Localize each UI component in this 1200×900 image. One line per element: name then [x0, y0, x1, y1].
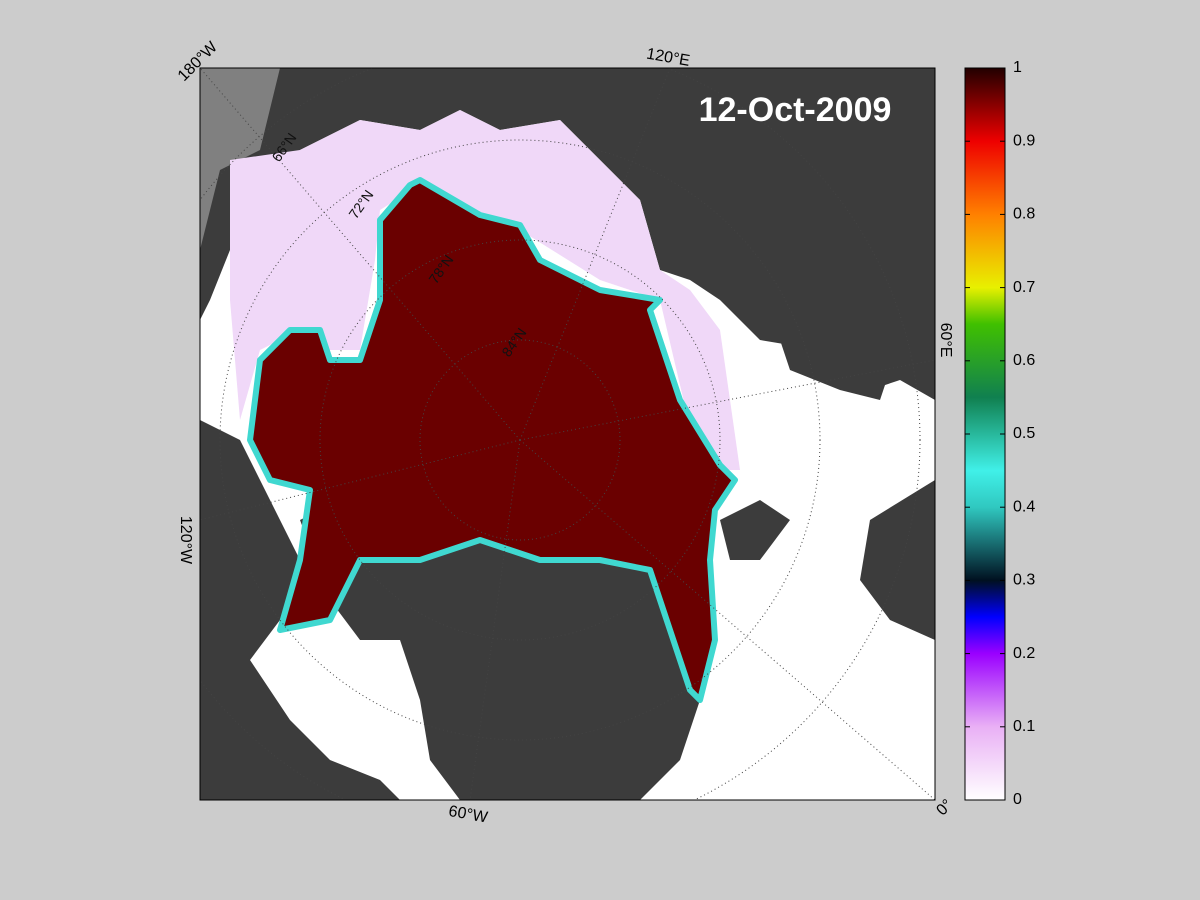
map [200, 68, 935, 800]
colorbar-tick-label: 0 [1013, 791, 1022, 808]
lon-label: 0° [933, 796, 956, 819]
colorbar-tick-label: 1 [1013, 59, 1022, 76]
colorbar-tick-label: 0.9 [1013, 132, 1035, 149]
marginal-ice [230, 110, 740, 470]
colorbar-tick-label: 0.8 [1013, 206, 1035, 223]
date-label: 12-Oct-2009 [699, 91, 892, 129]
lon-label: 60°E [937, 323, 954, 358]
map-frame [199, 67, 936, 801]
colorbar-tick-label: 0.7 [1013, 279, 1035, 296]
colorbar-tick-label: 0.3 [1013, 572, 1035, 589]
colorbar-tick-label: 0.4 [1013, 498, 1035, 515]
colorbar-tick-label: 0.6 [1013, 352, 1035, 369]
colorbar-tick-label: 0.5 [1013, 425, 1035, 442]
lon-label: 120°W [177, 516, 194, 565]
colorbar [964, 67, 1006, 801]
lon-label: 60°W [447, 803, 490, 827]
colorbar-tick-label: 0.2 [1013, 645, 1035, 662]
graticule [200, 68, 935, 800]
colorbar-tick-label: 0.1 [1013, 718, 1035, 735]
lon-label: 120°E [645, 46, 691, 70]
sea-ice [247, 177, 738, 703]
land [200, 68, 935, 800]
